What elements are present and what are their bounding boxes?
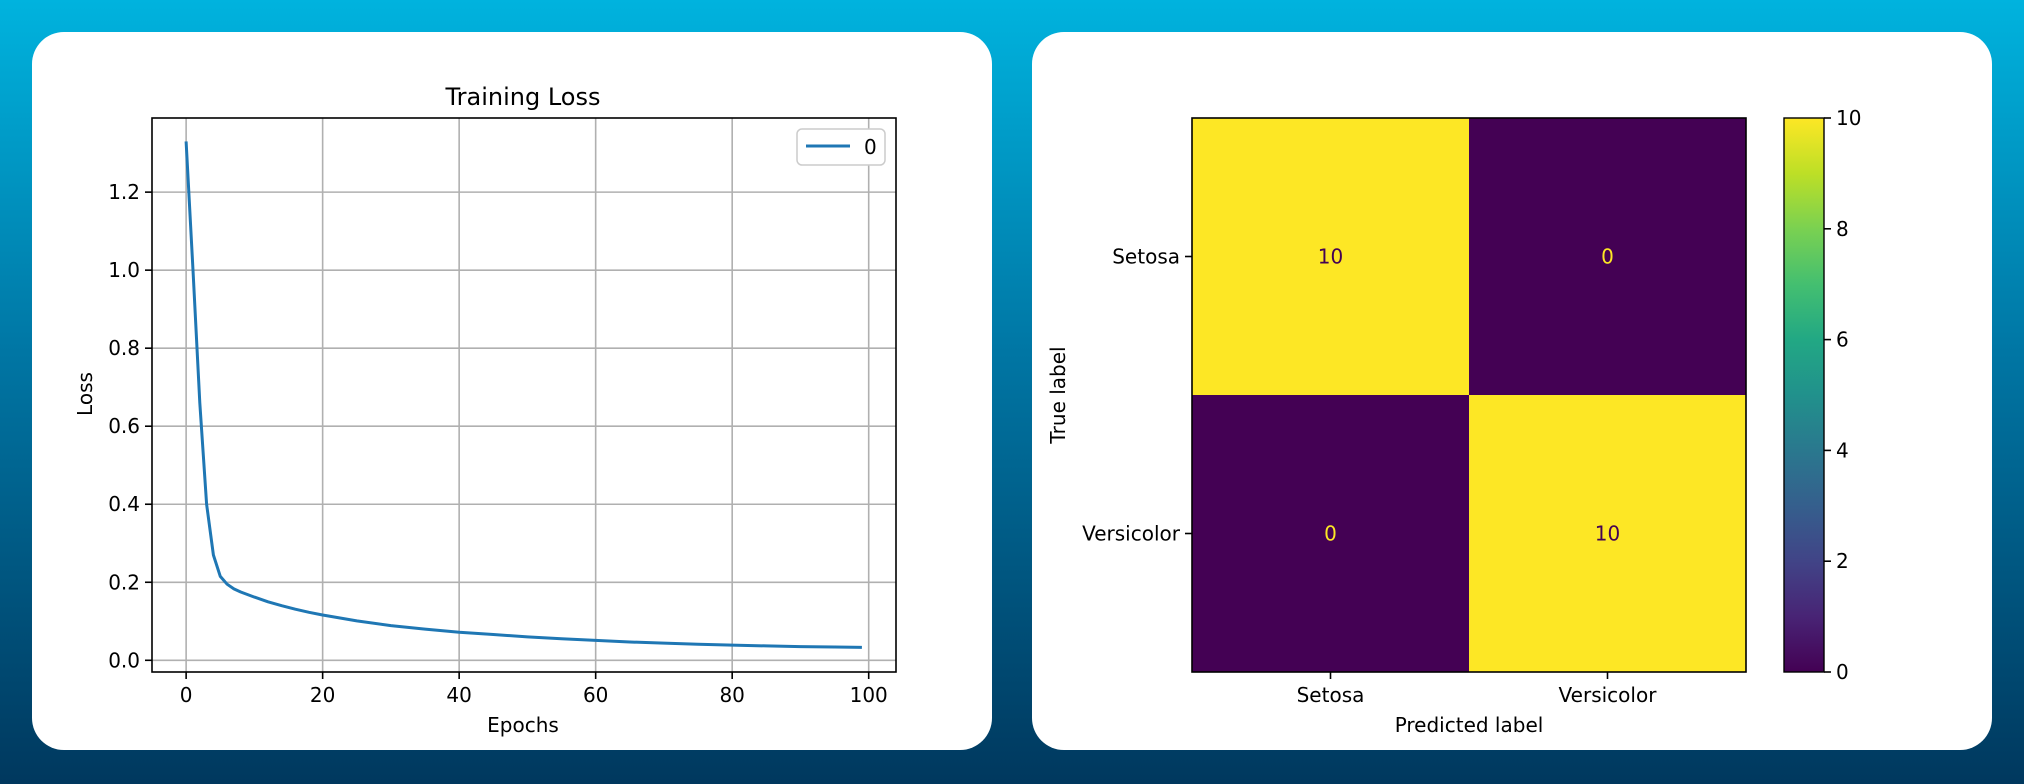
x-tick-label: 0	[180, 683, 193, 707]
legend: 0	[796, 128, 886, 166]
colorbar-tick-label: 10	[1836, 106, 1861, 130]
x-axis-label: Epochs	[487, 713, 559, 737]
colorbar	[1783, 117, 1825, 673]
matrix-cell	[1469, 395, 1746, 672]
training-loss-card: Training Loss Epochs Loss 0 20 40 60 80 100 0.…	[32, 32, 992, 750]
x-tick-label: 20	[310, 683, 335, 707]
x-tick-label: 80	[719, 683, 744, 707]
cell-value-label: 10	[1318, 245, 1343, 269]
colorbar-tick-label: 8	[1836, 217, 1849, 241]
cell-value-label: 0	[1601, 245, 1614, 269]
colorbar-tick-label: 6	[1836, 328, 1849, 352]
x-tick-label: 40	[446, 683, 471, 707]
y-tick-label: 0.6	[108, 414, 140, 438]
confusion-matrix-chart: 10 00 10 Setosa VersicolorSetosaVersicolor …	[1046, 106, 1861, 737]
matrix-ticks: Setosa Versicolor Setosa Versicolor	[1082, 245, 1657, 708]
matrix-cell	[1192, 118, 1469, 395]
y-tick-label: 0.4	[108, 492, 140, 516]
colorbar-tick-label: 2	[1836, 549, 1849, 573]
y-tick-label: Setosa	[1112, 245, 1180, 269]
x-tick-label: 60	[583, 683, 608, 707]
x-tick-label: Setosa	[1297, 683, 1365, 707]
cell-value-label: 0	[1324, 522, 1337, 546]
y-tick-label: 0.0	[108, 648, 140, 672]
colorbar-tick-label: 0	[1836, 660, 1849, 684]
x-axis-label: Predicted label	[1395, 713, 1544, 737]
y-tick-label: 1.0	[108, 258, 140, 282]
chart-title: Training Loss	[445, 83, 601, 111]
matrix-cells: 10 0 0 10	[1192, 118, 1746, 672]
y-axis-label: Loss	[73, 372, 97, 416]
training-loss-chart: Training Loss Epochs Loss 0 20 40 60 80 100 0.…	[73, 83, 897, 737]
y-tick-label: Versicolor	[1082, 522, 1181, 546]
cell-value-label: 10	[1595, 522, 1620, 546]
y-tick-label: 0.8	[108, 336, 140, 360]
matrix-frame	[1191, 117, 1747, 673]
grid-lines	[152, 118, 896, 672]
matrix-cell	[1192, 395, 1469, 672]
y-tick-label: 0.2	[108, 570, 140, 594]
legend-entry: 0	[864, 135, 877, 159]
matrix-cell	[1469, 118, 1746, 395]
plot-frame	[151, 117, 897, 673]
x-tick-label: 100	[850, 683, 888, 707]
y-tick-label: 1.2	[108, 180, 140, 204]
colorbar-ticks: 0 2 4 6 8 10	[1824, 106, 1861, 684]
confusion-matrix-card: 10 0 0 10 Setosa Versicolor Setosa Versicolor …	[1032, 32, 1992, 750]
colorbar-tick-label: 4	[1836, 438, 1849, 462]
x-tick-label: Versicolor	[1559, 683, 1658, 707]
loss-series-line	[184, 141, 862, 649]
axis-ticks: 0 20 40 60 80 100 0.0 0.2 0.4 0.6 0.8 1.0 1.2	[108, 180, 888, 707]
y-axis-label: True label	[1046, 346, 1070, 444]
